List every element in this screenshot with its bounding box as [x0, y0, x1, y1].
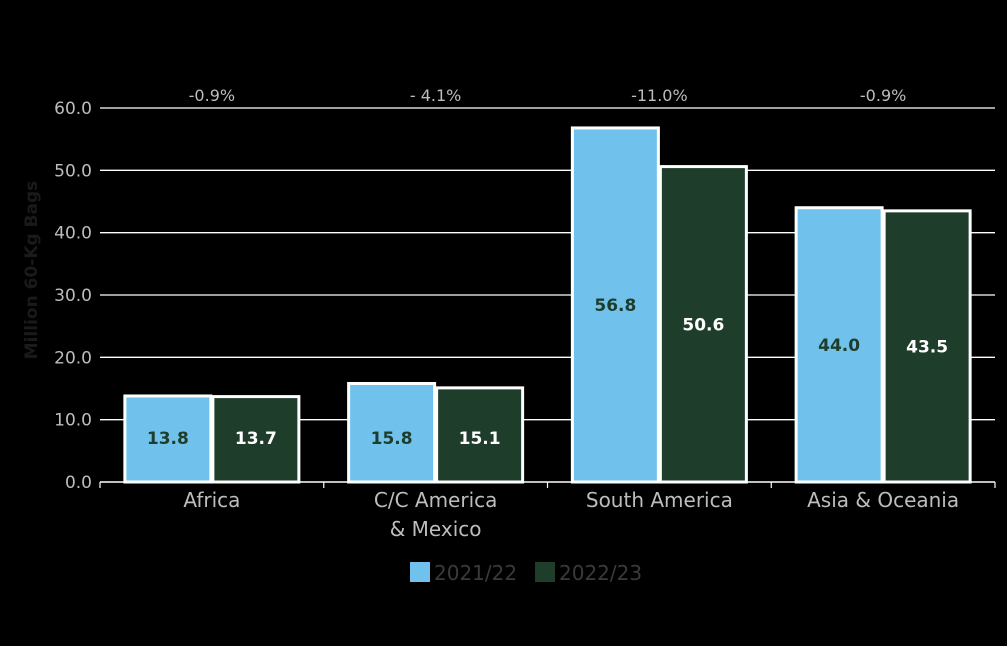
- data-label: 44.0: [818, 336, 860, 356]
- bar: [347, 382, 437, 484]
- y-tick-label: 20.0: [54, 348, 92, 368]
- y-tick-label: 50.0: [54, 161, 92, 181]
- change-label: -11.0%: [631, 86, 688, 105]
- y-tick-label: 30.0: [54, 286, 92, 306]
- bar: [123, 394, 213, 484]
- legend: 2021/22 2022/23: [410, 561, 642, 585]
- category-label: South America: [586, 488, 733, 512]
- bars: [123, 126, 972, 484]
- bar: [882, 209, 972, 484]
- legend-label-2022-23: 2022/23: [559, 561, 642, 585]
- y-tick-label: 60.0: [54, 99, 92, 119]
- category-label: C/C America: [374, 488, 498, 512]
- change-label: -0.9%: [860, 86, 906, 105]
- category-label: Asia & Oceania: [807, 488, 959, 512]
- legend-swatch-2021-22: [410, 562, 430, 582]
- y-tick-label: 40.0: [54, 224, 92, 244]
- bar: [570, 126, 660, 484]
- legend-label-2021-22: 2021/22: [434, 561, 517, 585]
- data-label: 56.8: [594, 296, 636, 316]
- value-labels: 13.8 13.7 15.8 15.1 56.8 50.6 44.0 43.5: [147, 296, 948, 449]
- y-axis-title: Million 60-Kg Bags: [22, 181, 42, 360]
- change-label: - 4.1%: [410, 86, 462, 105]
- data-label: 43.5: [906, 337, 948, 357]
- bar: [211, 395, 301, 484]
- x-axis-labels: Africa C/C America & Mexico South America As…: [183, 488, 959, 541]
- legend-swatch-2022-23: [535, 562, 555, 582]
- bar: [658, 165, 748, 484]
- y-axis: 0.0 10.0 20.0 30.0 40.0 50.0 60.0: [54, 99, 996, 493]
- data-label: 15.8: [371, 429, 413, 449]
- change-labels: -0.9% - 4.1% -11.0% -0.9%: [189, 86, 907, 105]
- category-label: Africa: [183, 488, 240, 512]
- data-label: 15.1: [459, 429, 501, 449]
- data-label: 50.6: [682, 315, 724, 335]
- category-label: & Mexico: [390, 517, 482, 541]
- y-tick-label: 10.0: [54, 411, 92, 431]
- data-label: 13.7: [235, 429, 277, 449]
- data-label: 13.8: [147, 429, 189, 449]
- change-label: -0.9%: [189, 86, 235, 105]
- y-tick-label: 0.0: [65, 473, 92, 493]
- bar: [435, 386, 525, 484]
- bar: [794, 206, 884, 484]
